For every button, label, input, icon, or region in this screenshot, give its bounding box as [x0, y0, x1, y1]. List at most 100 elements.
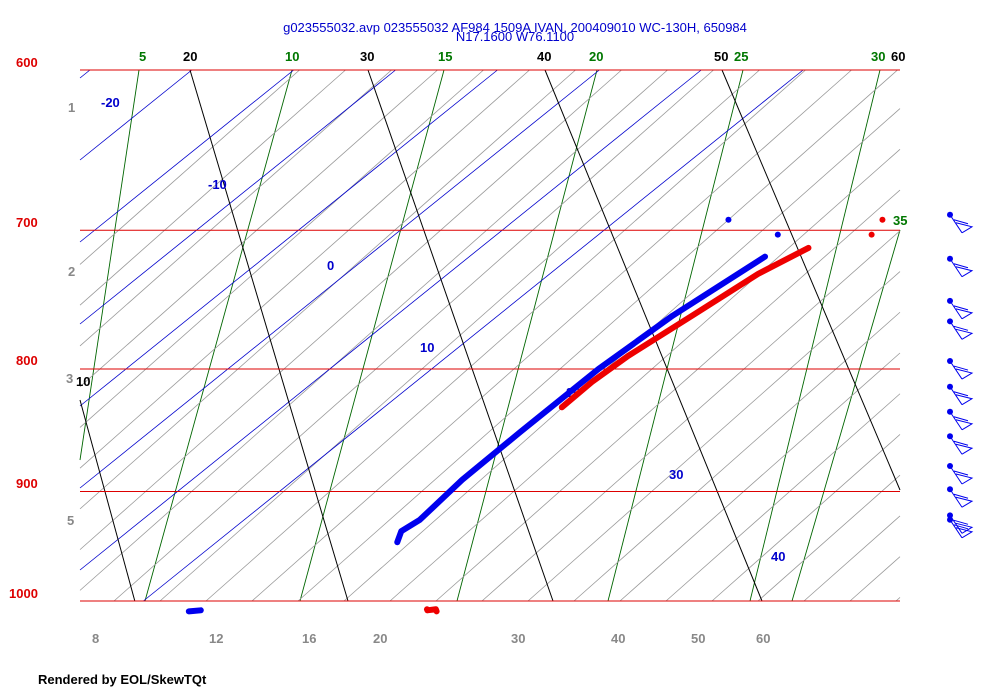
temperature-trace — [423, 606, 440, 615]
moist-adiabat-line — [79, 69, 530, 469]
moist-adiabat-line — [79, 69, 346, 306]
dewpoint-trace — [185, 607, 204, 615]
dry-adiabat-line — [79, 69, 498, 407]
moist-adiabat-line — [711, 434, 901, 602]
moist-adiabat-line — [113, 69, 714, 602]
moist-adiabat-lines — [79, 69, 901, 602]
moist-adiabat-line — [435, 189, 901, 602]
dry-adiabat-label-10: 10 — [420, 340, 434, 355]
dry-adiabat-line — [143, 69, 804, 602]
chart-subtitle: N17.1600 W76.1100 — [456, 29, 574, 44]
pressure-label-900: 900 — [16, 476, 38, 491]
moist-adiabat-line — [665, 393, 901, 602]
moist-adiabat-line — [79, 69, 300, 265]
isotherm-line — [367, 69, 554, 602]
pressure-label-1000: 1000 — [9, 586, 38, 601]
grey-label-1: 1 — [68, 100, 75, 115]
dry-adiabat-lines — [79, 69, 804, 602]
dewpoint-point — [774, 231, 781, 238]
mixing-label-5: 5 — [139, 49, 146, 64]
grey-bottom-50: 50 — [691, 631, 705, 646]
mixing-label-15: 15 — [438, 49, 452, 64]
mixing-ratio-line — [79, 69, 140, 461]
mixing-label-25: 25 — [734, 49, 748, 64]
wind-barb — [947, 463, 974, 485]
moist-adiabat-line — [389, 148, 901, 602]
pressure-label-800: 800 — [16, 353, 38, 368]
dry-adiabat-line — [79, 69, 600, 489]
mixing-ratio-line — [299, 69, 445, 602]
mixing-ratio-line — [607, 69, 744, 602]
mixing-label-35: 35 — [893, 213, 907, 228]
grey-label-3: 3 — [66, 371, 73, 386]
isotherm-label-20: 20 — [183, 49, 197, 64]
dry-adiabat-label-30: 30 — [669, 467, 683, 482]
isotherm-label-40: 40 — [537, 49, 551, 64]
moist-adiabat-line — [79, 69, 484, 428]
moist-adiabat-line — [849, 556, 901, 602]
moist-adiabat-line — [297, 69, 898, 602]
dry-adiabat-line — [79, 69, 396, 325]
temperature-point — [879, 216, 886, 223]
mixing-label-20: 20 — [589, 49, 603, 64]
mixing-ratio-line — [456, 69, 598, 602]
wind-barb — [947, 486, 974, 508]
isotherm-line — [544, 69, 763, 602]
wind-barb — [947, 383, 974, 406]
wind-barb — [947, 297, 974, 320]
moist-adiabat-line — [251, 69, 852, 602]
dry-adiabat-label-0: 0 — [327, 258, 334, 273]
isotherm-lines — [79, 69, 901, 602]
moist-adiabat-line — [79, 69, 668, 591]
moist-adiabat-line — [481, 230, 901, 602]
wind-barb — [947, 211, 974, 234]
moist-adiabat-line — [803, 515, 901, 602]
isotherm-line — [79, 399, 136, 602]
isotherm-label-60: 60 — [891, 49, 905, 64]
mixing-ratio-lines — [79, 69, 901, 602]
dry-adiabat-line — [79, 69, 91, 79]
mixing-label-10: 10 — [285, 49, 299, 64]
moist-adiabat-line — [527, 271, 901, 602]
isotherm-line — [721, 69, 901, 491]
dry-adiabat-label-40: 40 — [771, 549, 785, 564]
mixing-ratio-line — [144, 69, 293, 602]
grey-bottom-60: 60 — [756, 631, 770, 646]
wind-barb — [947, 433, 974, 455]
grey-bottom-20: 20 — [373, 631, 387, 646]
dry-adiabat-line — [79, 69, 294, 243]
wind-barbs — [947, 211, 974, 539]
mixing-ratio-line — [749, 69, 881, 602]
dry-adiabat-label-m20: -20 — [101, 95, 120, 110]
grey-bottom-30: 30 — [511, 631, 525, 646]
isotherm-label-30: 30 — [360, 49, 374, 64]
sounding-series — [185, 216, 886, 615]
wind-barb — [947, 512, 974, 534]
moist-adiabat-line — [79, 69, 622, 550]
grey-bottom-12: 12 — [209, 631, 223, 646]
moist-adiabat-line — [159, 69, 760, 602]
grey-bottom-8: 8 — [92, 631, 99, 646]
moist-adiabat-line — [619, 352, 901, 602]
moist-adiabat-line — [573, 311, 901, 602]
chart-title: g023555032.avp 023555032 AF984 1509A IVA… — [283, 20, 747, 35]
isotherm-label-50: 50 — [714, 49, 728, 64]
dry-adiabat-line — [79, 69, 193, 161]
wind-barb — [947, 255, 974, 278]
wind-barb — [947, 516, 974, 539]
moist-adiabat-line — [205, 69, 806, 602]
grey-label-5: 5 — [67, 513, 74, 528]
dry-adiabat-label-m10: -10 — [208, 177, 227, 192]
grey-bottom-40: 40 — [611, 631, 625, 646]
dewpoint-trace — [394, 253, 769, 546]
moist-adiabat-line — [79, 69, 392, 347]
dewpoint-point — [725, 216, 732, 223]
dry-adiabat-line — [79, 69, 702, 571]
pressure-label-600: 600 — [16, 55, 38, 70]
isotherm-line — [189, 69, 349, 602]
isobar-lines — [80, 69, 900, 602]
mixing-label-30: 30 — [871, 49, 885, 64]
moist-adiabat-line — [895, 597, 901, 602]
wind-barb — [947, 408, 974, 431]
pressure-label-700: 700 — [16, 215, 38, 230]
